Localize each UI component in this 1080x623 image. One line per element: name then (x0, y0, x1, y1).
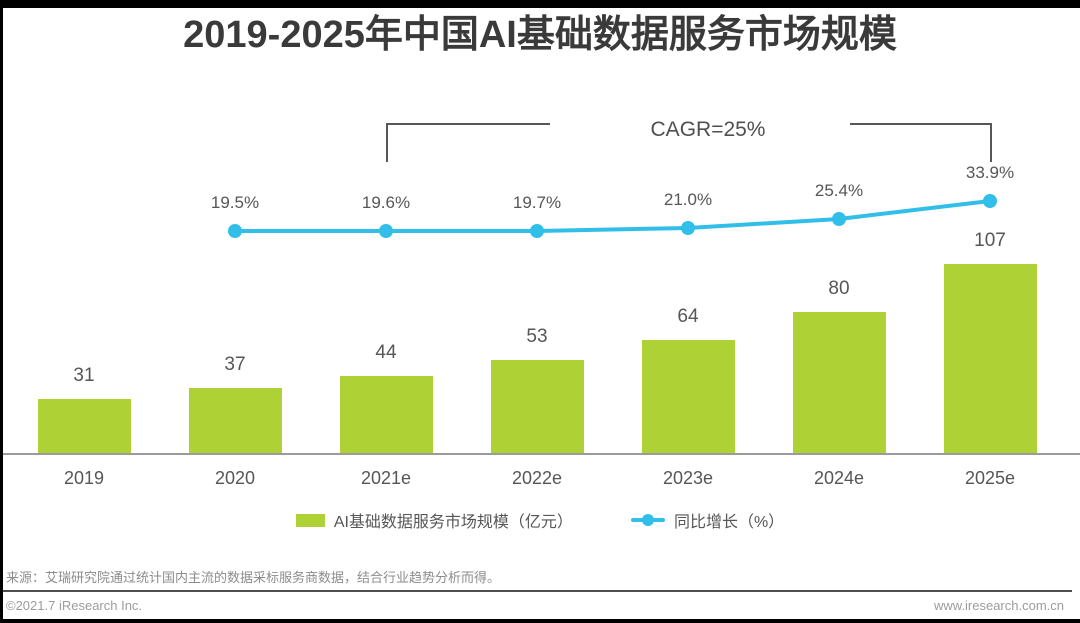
bar-2022e (490, 360, 584, 454)
x-axis-label-2024e: 2024e (813, 468, 865, 488)
bar-value-label-2025e: 107 (974, 230, 1006, 251)
growth-label-2020: 19.5% (210, 193, 260, 212)
growth-label-2023e: 21.0% (663, 190, 713, 209)
divider-line (0, 590, 1072, 592)
website-url: www.iresearch.com.cn (933, 598, 1064, 613)
cagr-bracket-right (850, 123, 992, 162)
bar-2019 (37, 399, 131, 454)
x-axis-label-2022e: 2022e (511, 468, 563, 488)
line-point-2020 (228, 224, 242, 238)
growth-label-2022e: 19.7% (512, 193, 562, 212)
screenshot-border-bottom (0, 619, 1080, 623)
x-axis-label-2025e: 2025e (964, 468, 1016, 488)
legend-item-growth: 同比增长（%） (630, 508, 785, 532)
bar-2023e (641, 340, 735, 454)
screenshot-border-top (0, 0, 1080, 8)
line-point-2024e (832, 212, 846, 226)
bar-value-label-2021e: 44 (375, 342, 397, 363)
bar-value-label-2022e: 53 (526, 326, 548, 347)
line-point-2022e (530, 224, 544, 238)
legend-item-market-size: AI基础数据服务市场规模（亿元） (295, 508, 573, 532)
line-point-2025e (983, 194, 997, 208)
growth-label-2021e: 19.6% (361, 193, 411, 212)
legend-label-market-size: AI基础数据服务市场规模（亿元） (333, 514, 573, 531)
cagr-label: CAGR=25% (650, 118, 766, 141)
bar-2020 (188, 388, 282, 454)
cagr-bracket-left (386, 123, 550, 162)
line-point-2023e (681, 221, 695, 235)
x-axis-label-2023e: 2023e (662, 468, 714, 488)
line-marker-dot (641, 514, 654, 526)
bar-value-label-2020: 37 (224, 354, 246, 375)
x-axis-line (0, 453, 1080, 455)
bar-value-label-2023e: 64 (677, 306, 699, 327)
x-axis-label-2020: 2020 (214, 468, 256, 488)
bar-value-label-2019: 31 (73, 365, 95, 386)
bar-2021e (339, 376, 433, 454)
source-note: 来源：艾瑞研究院通过统计国内主流的数据采标服务商数据，结合行业趋势分析而得。 (6, 570, 501, 585)
growth-label-2025e: 33.9% (965, 163, 1015, 182)
bar-swatch-icon (295, 513, 325, 527)
bar-2025e (943, 264, 1037, 454)
line-point-2021e (379, 224, 393, 238)
chart-title: 2019-2025年中国AI基础数据服务市场规模 (183, 14, 897, 56)
x-axis-label-2019: 2019 (63, 468, 105, 488)
growth-label-2024e: 25.4% (814, 181, 864, 200)
screenshot-border-left (0, 0, 3, 623)
bar-value-label-2024e: 80 (828, 278, 850, 299)
line-dot-icon (630, 513, 665, 527)
copyright: ©2021.7 iResearch Inc. (6, 598, 143, 613)
legend-label-growth: 同比增长（%） (673, 514, 785, 531)
x-axis-label-2021e: 2021e (360, 468, 412, 488)
bar-2024e (792, 312, 886, 454)
legend: AI基础数据服务市场规模（亿元） 同比增长（%） (0, 506, 1080, 534)
